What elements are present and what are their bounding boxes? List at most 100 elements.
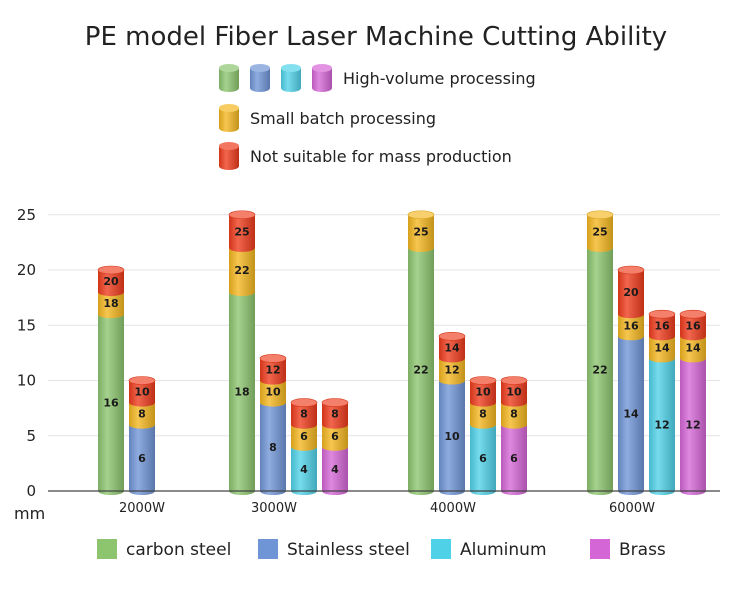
data-label: 25	[413, 225, 428, 238]
bar-segment-brass: 6	[501, 420, 527, 495]
bar-segment-body	[260, 402, 286, 495]
legend-label: High-volume processing	[343, 69, 536, 88]
carbon-swatch-icon	[97, 539, 117, 559]
data-label: 10	[134, 386, 150, 399]
data-label: 16	[623, 319, 639, 332]
data-label: 22	[592, 363, 607, 376]
capability-legend: High-volume processing Small batch proces…	[219, 64, 536, 170]
chart-title: PE model Fiber Laser Machine Cutting Abi…	[85, 22, 667, 52]
data-label: 14	[685, 341, 701, 354]
bar-segment-cap	[617, 265, 645, 275]
data-label: 12	[654, 419, 669, 432]
bar-segment-body	[291, 424, 317, 451]
bar-segment-body	[322, 446, 348, 495]
y-tick-label: 10	[17, 372, 36, 390]
bar-brass: 12 14 16	[679, 309, 707, 495]
brass-swatch-icon	[312, 64, 332, 92]
y-tick-label: 15	[17, 316, 36, 334]
bar-segment-cap	[679, 309, 707, 319]
bar-segment-body	[649, 358, 675, 495]
bar-carbon: 18 22 25	[228, 210, 256, 495]
bar-segment-body	[129, 424, 155, 495]
bar-segment-body	[680, 358, 706, 495]
bar-segment-carbon: 18	[229, 288, 255, 495]
data-label: 12	[444, 363, 459, 376]
bar-segment-cap	[586, 210, 614, 220]
legend-item-not: Not suitable for mass production	[219, 142, 512, 170]
x-tick-label: 2000W	[119, 501, 165, 516]
data-label: 25	[234, 225, 249, 238]
stainless-swatch-icon	[258, 539, 278, 559]
data-label: 16	[103, 397, 119, 410]
material-legend-label: Stainless steel	[287, 540, 410, 560]
bar-segment-stainless: 6	[129, 420, 155, 495]
not-swatch-icon	[219, 142, 239, 170]
material-legend-stainless: Stainless steel	[258, 539, 410, 560]
bar-segment-body	[98, 314, 124, 495]
bar-segment-not: 8	[290, 398, 318, 429]
bar-segment-body	[260, 380, 286, 407]
bar-segment-body	[229, 247, 255, 297]
bar-segment-body	[649, 314, 675, 341]
legend-label: Small batch processing	[250, 109, 436, 128]
bar-segment-cap	[290, 398, 318, 407]
data-label: 14	[444, 341, 460, 354]
data-label: 10	[265, 386, 281, 399]
aluminum-swatch-icon	[281, 64, 301, 92]
bar-segment-not: 16	[648, 309, 676, 341]
bar-segment-not: 10	[128, 376, 156, 407]
bar-segment-body	[408, 247, 434, 495]
bar-brass: 4 6 8	[321, 398, 349, 495]
data-label: 4	[331, 463, 339, 476]
bar-segment-body	[680, 314, 706, 341]
bar-segment-body	[501, 402, 527, 429]
bar-segment-body	[322, 424, 348, 451]
legend-item-small: Small batch processing	[219, 104, 436, 132]
stainless-swatch-icon	[250, 64, 270, 92]
y-tick-label: 20	[17, 261, 36, 279]
data-label: 14	[654, 341, 670, 354]
data-label: 16	[654, 319, 670, 332]
data-label: 20	[103, 275, 119, 288]
bar-stainless: 14 16 20	[617, 265, 645, 495]
bar-segment-stainless: 8	[260, 398, 286, 495]
bar-segment-not: 10	[500, 376, 528, 407]
data-label: 25	[592, 225, 607, 238]
data-label: 12	[685, 419, 700, 432]
bar-segment-cap	[438, 331, 466, 341]
data-label: 10	[444, 430, 460, 443]
data-label: 14	[623, 408, 639, 421]
bar-segment-cap	[97, 265, 125, 275]
data-label: 8	[269, 441, 277, 454]
bar-segment-body	[98, 292, 124, 319]
y-tick-label: 25	[17, 206, 36, 224]
x-tick-label: 3000W	[251, 501, 297, 516]
bar-segment-body	[129, 402, 155, 429]
bar-stainless: 8 10 12	[259, 354, 287, 495]
bar-segment-body	[587, 214, 613, 252]
data-label: 8	[300, 408, 308, 421]
bar-segment-cap	[259, 354, 287, 363]
data-label: 6	[510, 452, 518, 465]
bar-segment-body	[129, 380, 155, 407]
bar-segment-brass: 12	[680, 354, 706, 495]
aluminum-swatch-icon	[431, 539, 451, 559]
group-3000W: 18 22 25 8 10 12 4 6 8 4 6 8	[228, 210, 349, 495]
bar-segment-body	[649, 336, 675, 363]
data-label: 4	[300, 463, 308, 476]
small-swatch-icon	[219, 104, 239, 132]
bar-segment-body	[470, 424, 496, 495]
y-tick-label: 0	[26, 482, 36, 500]
bar-segment-not: 16	[679, 309, 707, 341]
data-label: 22	[234, 264, 249, 277]
bar-segment-not: 20	[617, 265, 645, 319]
data-label: 16	[685, 319, 701, 332]
bar-segment-aluminum: 12	[649, 354, 675, 495]
bar-carbon: 22 25	[407, 210, 435, 495]
bar-segment-carbon: 16	[98, 310, 124, 495]
bar-segment-aluminum: 6	[470, 420, 496, 495]
bar-segment-not: 14	[438, 331, 466, 363]
bar-segment-cap	[469, 376, 497, 385]
bar-segment-stainless: 10	[439, 376, 465, 495]
data-label: 10	[475, 386, 491, 399]
